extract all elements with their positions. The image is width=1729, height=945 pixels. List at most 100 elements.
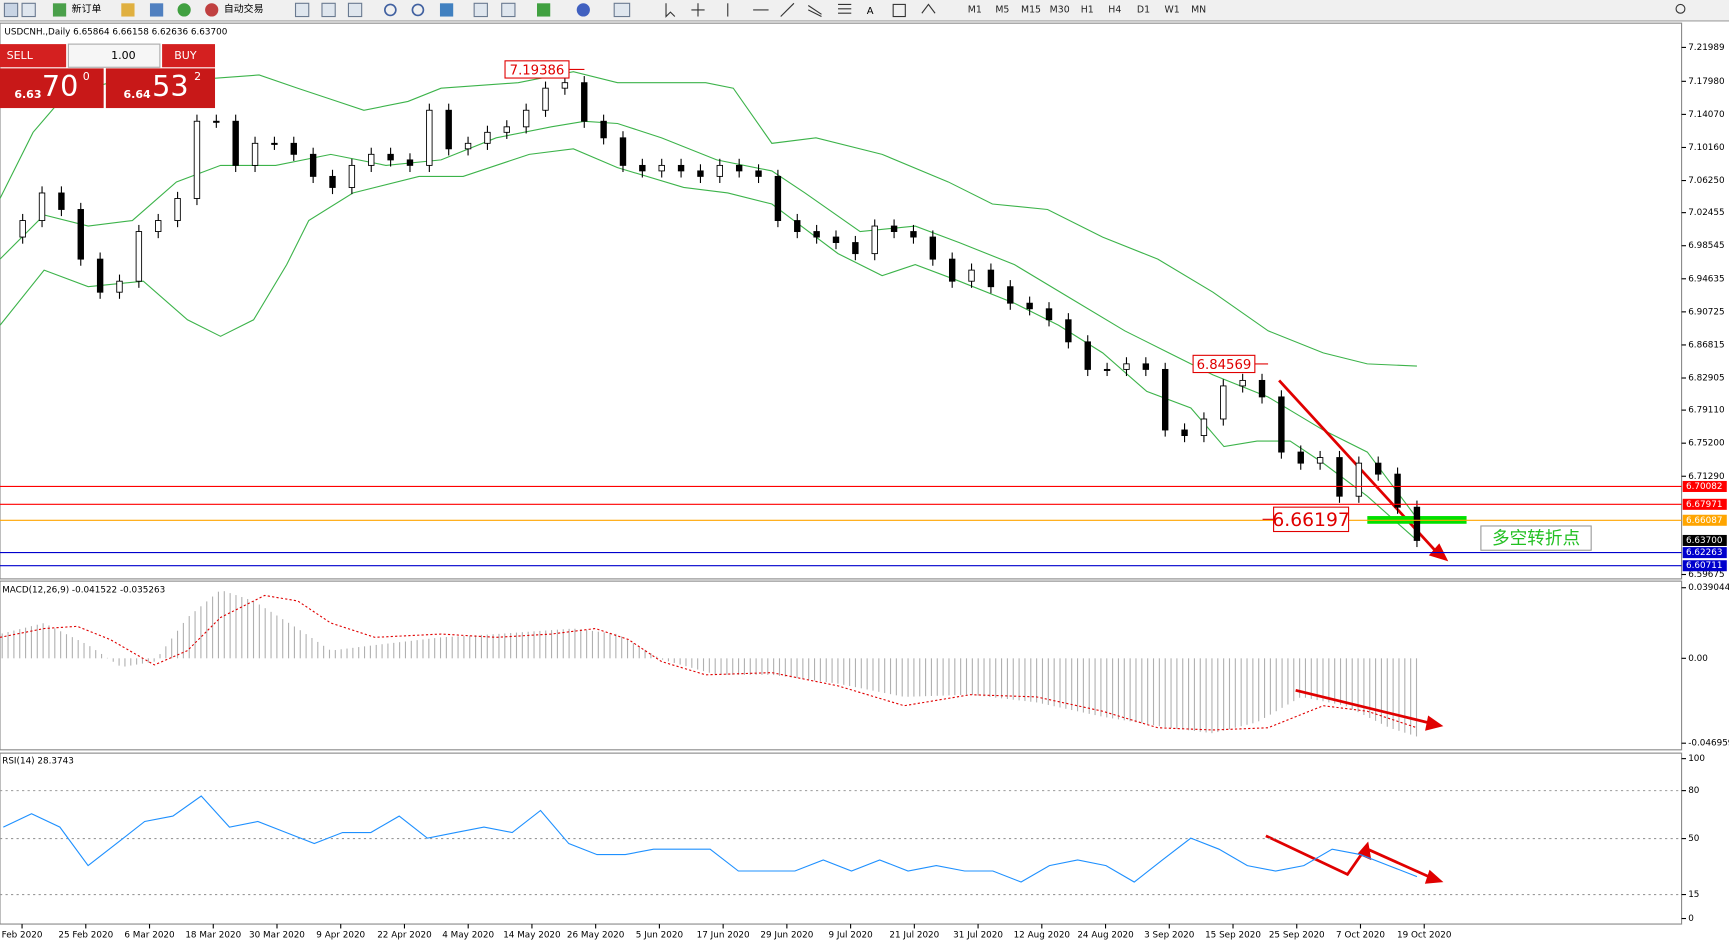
icon[interactable] bbox=[665, 3, 676, 18]
candle-body bbox=[348, 164, 356, 188]
timeframe-button[interactable]: M15 bbox=[1021, 4, 1041, 15]
candle-body bbox=[1336, 457, 1343, 497]
icon[interactable] bbox=[177, 3, 191, 17]
bid-box[interactable] bbox=[0, 68, 104, 109]
candle-body bbox=[542, 87, 549, 111]
icon[interactable] bbox=[411, 3, 425, 17]
price-tag-label: 6.70082 bbox=[1686, 482, 1722, 492]
sell-button[interactable]: SELL bbox=[7, 49, 34, 62]
candle-body bbox=[503, 126, 510, 133]
candle-body bbox=[1220, 385, 1227, 420]
candle-body bbox=[910, 231, 917, 238]
icon[interactable] bbox=[1675, 3, 1686, 14]
icon[interactable] bbox=[501, 2, 516, 18]
bid-big: 70 bbox=[42, 69, 78, 103]
icon[interactable] bbox=[691, 3, 705, 17]
x-tick-label: 30 Mar 2020 bbox=[249, 931, 305, 941]
icon[interactable] bbox=[52, 3, 67, 17]
candle-body bbox=[929, 236, 937, 260]
buy-button-bg[interactable] bbox=[162, 44, 216, 68]
icon[interactable] bbox=[149, 3, 164, 17]
icon[interactable] bbox=[3, 2, 19, 18]
candle-body bbox=[1297, 451, 1304, 464]
icon[interactable] bbox=[121, 3, 135, 17]
icon[interactable] bbox=[807, 5, 822, 18]
timeframe-button[interactable]: M1 bbox=[968, 4, 982, 15]
lots-value[interactable]: 1.00 bbox=[111, 49, 136, 62]
timeframe-button[interactable]: H4 bbox=[1108, 4, 1121, 15]
timeframe-button[interactable]: M30 bbox=[1050, 4, 1070, 15]
candle-body bbox=[890, 225, 898, 232]
x-tick-label: 29 Jun 2020 bbox=[760, 931, 813, 941]
arrow-head bbox=[1424, 869, 1444, 884]
x-tick-label: 9 Apr 2020 bbox=[316, 931, 365, 941]
price-tag bbox=[1682, 480, 1727, 492]
x-tick-label: Feb 2020 bbox=[2, 931, 43, 941]
new-order-button[interactable]: 新订单 bbox=[72, 2, 102, 15]
ask-box[interactable] bbox=[105, 68, 216, 109]
timeframe-button[interactable]: W1 bbox=[1165, 4, 1180, 15]
icon[interactable] bbox=[576, 3, 590, 17]
x-tick-label: 5 Jun 2020 bbox=[636, 931, 684, 941]
candle-body bbox=[1258, 379, 1266, 398]
icon[interactable] bbox=[613, 2, 631, 18]
x-tick-label: 21 Jul 2020 bbox=[889, 931, 939, 941]
candle-body bbox=[774, 175, 782, 221]
timeframe-button[interactable]: MN bbox=[1191, 4, 1206, 15]
icon[interactable] bbox=[21, 2, 36, 18]
sell-button-bg[interactable] bbox=[0, 44, 67, 68]
candle-body bbox=[174, 198, 181, 221]
candle-body bbox=[755, 170, 762, 177]
candle-body bbox=[58, 192, 65, 210]
timeframe-button[interactable]: H1 bbox=[1081, 4, 1094, 15]
y-tick-label: 7.02455 bbox=[1688, 208, 1724, 218]
icon[interactable] bbox=[321, 2, 336, 18]
chart-content: M1 M5 M15 M30 H1 H4 D1 W1 MN 7.21989 7.17980 7.1407… bbox=[0, 4, 1729, 941]
candle-body bbox=[77, 209, 84, 260]
bid-sup: 0 bbox=[83, 70, 90, 83]
candle-body bbox=[852, 242, 859, 255]
icon[interactable] bbox=[294, 2, 310, 18]
y-tick-label: -0.046959 bbox=[1688, 739, 1729, 749]
timeframe-button[interactable]: D1 bbox=[1137, 4, 1150, 15]
icon[interactable] bbox=[205, 3, 219, 17]
y-tick-label: 6.82905 bbox=[1688, 374, 1724, 384]
candle-body bbox=[484, 131, 491, 144]
arrow bbox=[1265, 834, 1367, 877]
annotation-label: 6.66197 bbox=[1272, 510, 1349, 531]
x-tick-label: 9 Jul 2020 bbox=[828, 931, 873, 941]
candle-body bbox=[619, 137, 627, 166]
x-tick-label: 25 Feb 2020 bbox=[58, 931, 113, 941]
icon[interactable] bbox=[473, 2, 488, 18]
candle-body bbox=[1084, 341, 1091, 370]
price-tag bbox=[1682, 534, 1727, 546]
price-tag bbox=[1682, 514, 1727, 526]
lots-input[interactable] bbox=[67, 43, 161, 68]
turning-point-box bbox=[1480, 525, 1592, 551]
y-tick-label: 6.75200 bbox=[1688, 439, 1725, 449]
x-tick-label: 19 Oct 2020 bbox=[1397, 931, 1452, 941]
toolbar bbox=[0, 0, 1729, 21]
middle-band bbox=[0, 120, 1418, 519]
icon[interactable] bbox=[537, 3, 551, 17]
icon[interactable] bbox=[892, 3, 906, 18]
chart-title: USDCNH.,Daily 6.65864 6.66158 6.62636 6.… bbox=[4, 27, 227, 37]
candle-body bbox=[1181, 429, 1188, 437]
icon[interactable] bbox=[780, 2, 795, 17]
x-tick-label: 26 May 2020 bbox=[567, 931, 625, 941]
icon[interactable] bbox=[921, 3, 936, 14]
icon[interactable] bbox=[347, 2, 363, 18]
timeframe-button[interactable]: M5 bbox=[995, 4, 1009, 15]
icon[interactable] bbox=[439, 3, 454, 17]
icon[interactable] bbox=[838, 3, 852, 14]
y-tick-label: 7.14070 bbox=[1688, 110, 1725, 120]
icon[interactable] bbox=[384, 3, 397, 17]
auto-trading-button[interactable]: 自动交易 bbox=[224, 2, 264, 15]
x-tick-label: 4 May 2020 bbox=[442, 931, 494, 941]
candle-body bbox=[309, 153, 317, 177]
candle-body bbox=[1045, 308, 1053, 321]
candle-body bbox=[1375, 462, 1382, 475]
buy-button[interactable]: BUY bbox=[174, 49, 197, 62]
icon[interactable]: A bbox=[867, 6, 874, 17]
